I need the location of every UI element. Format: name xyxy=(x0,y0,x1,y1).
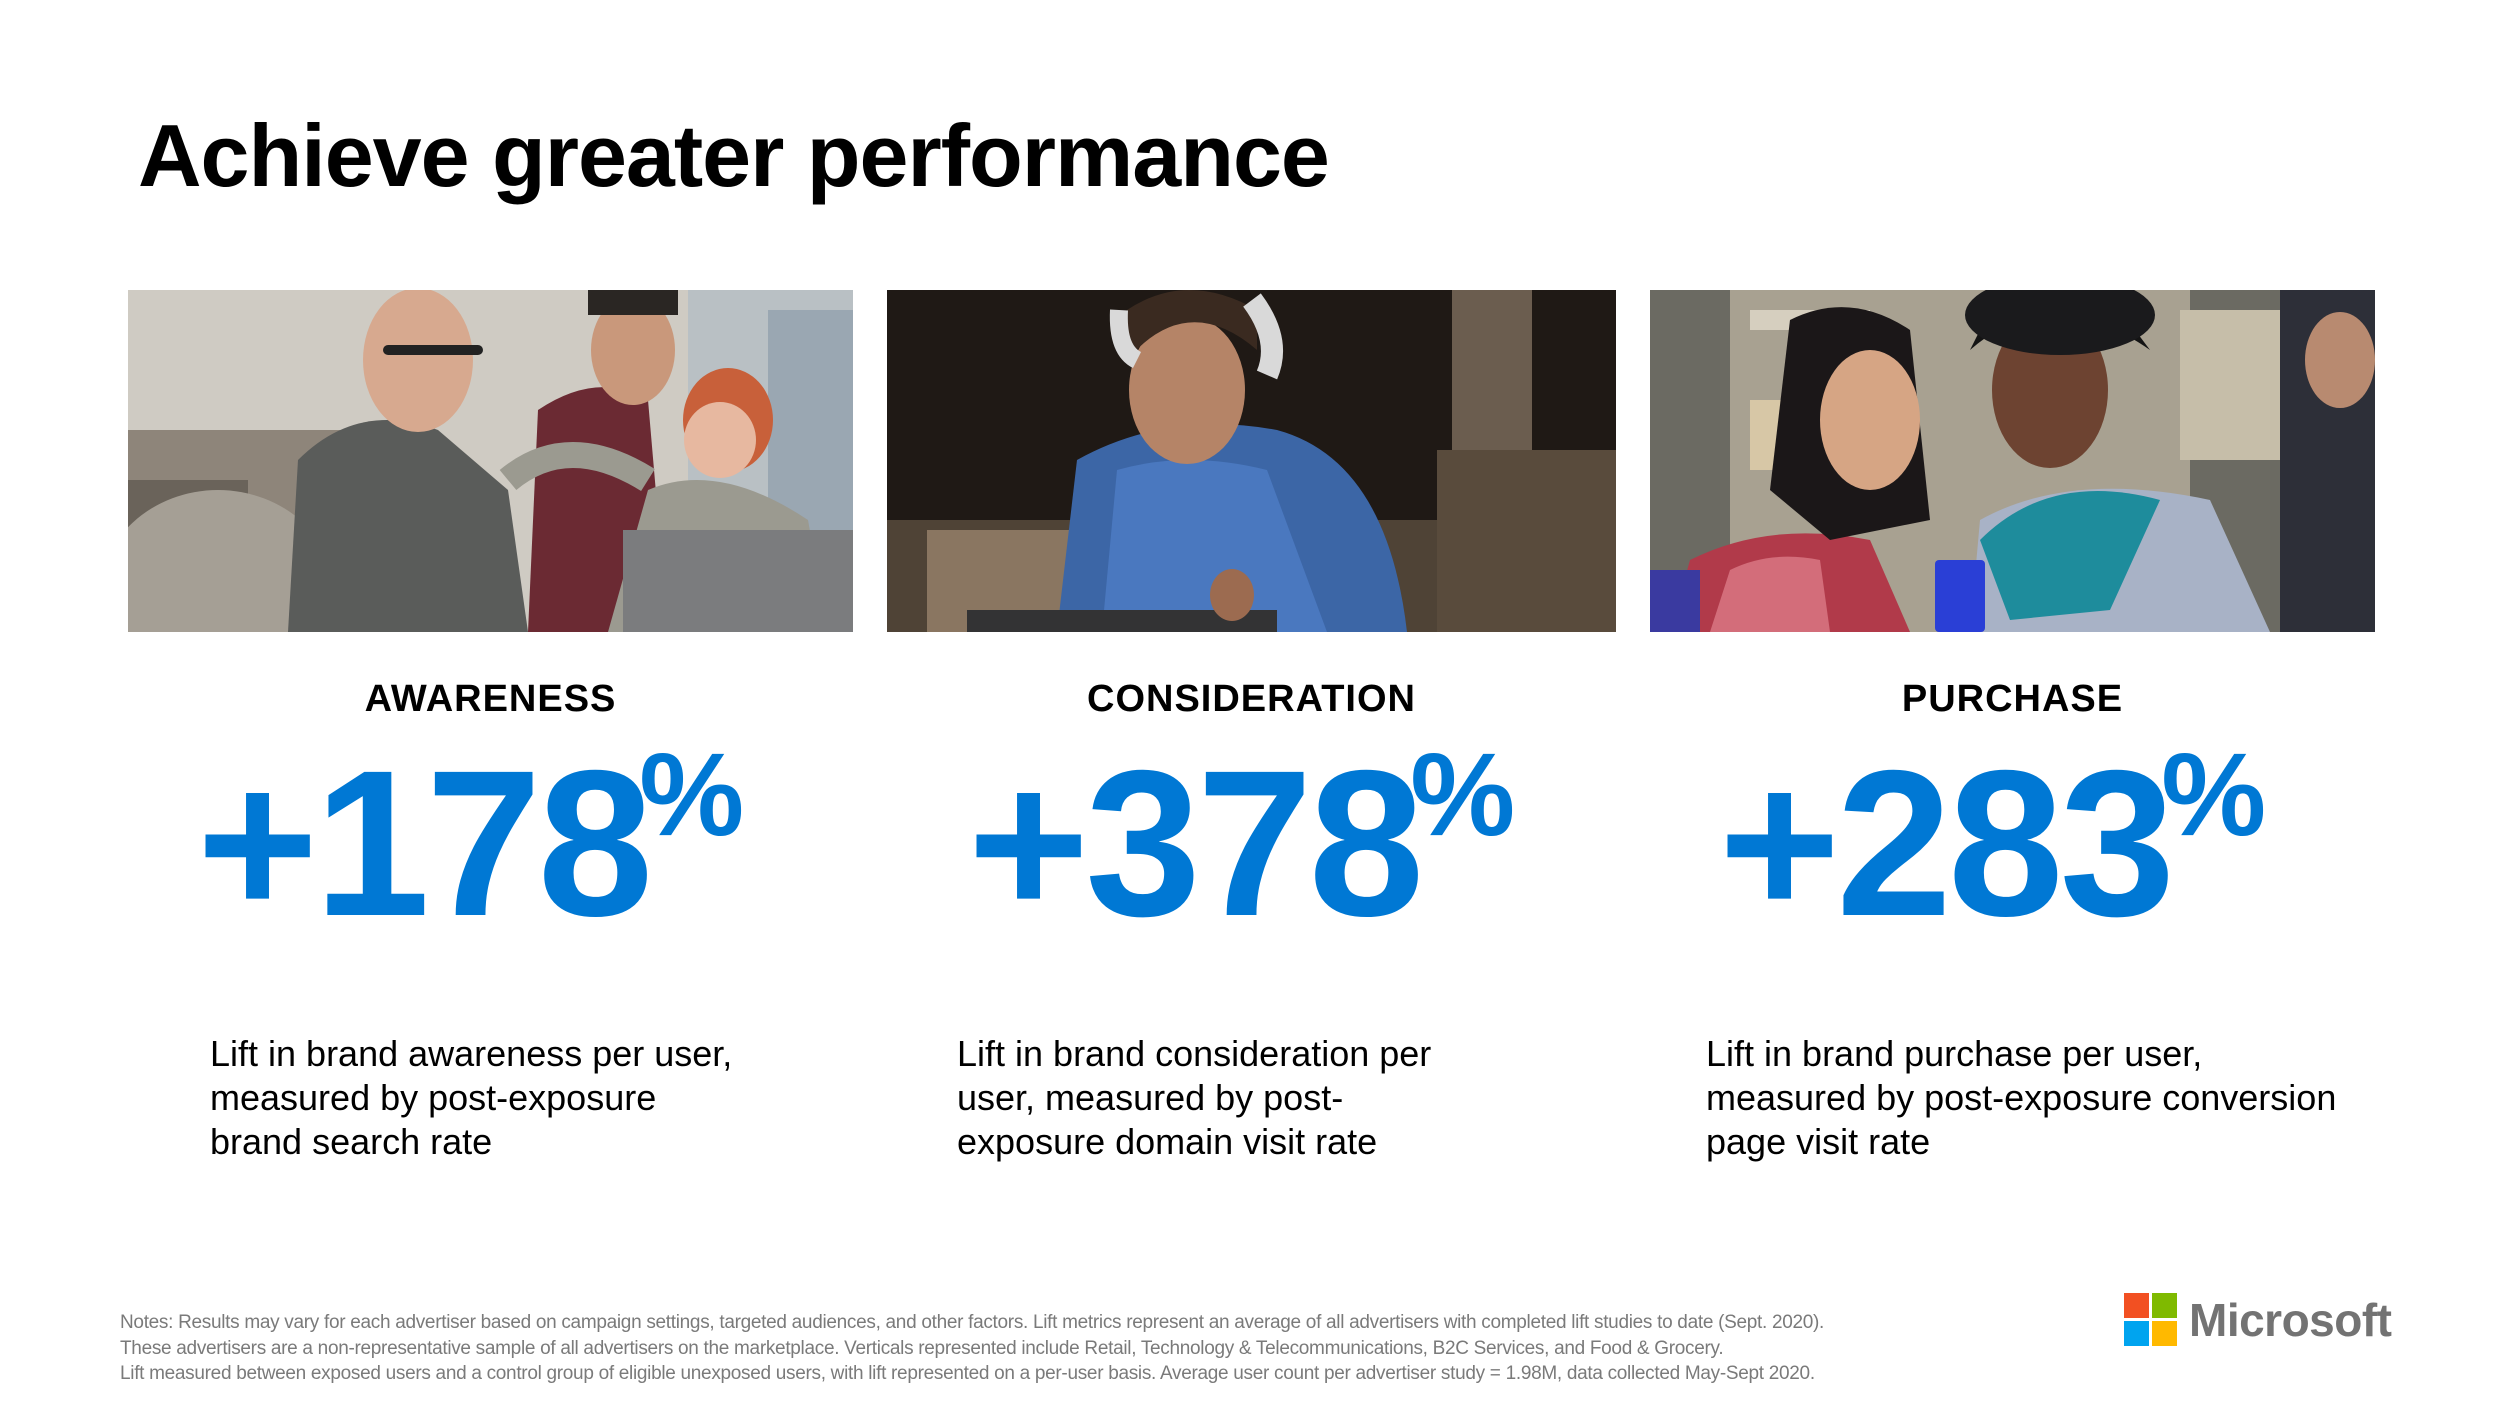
woman-headphones-photo xyxy=(887,290,1616,632)
metric-value: +283% xyxy=(1630,736,2355,948)
description-line: Lift in brand awareness per user, xyxy=(210,1033,733,1074)
footnote-line: Lift measured between exposed users and … xyxy=(120,1363,1815,1384)
logo-wordmark: Microsoft xyxy=(2189,1293,2392,1346)
metric-purchase: PURCHASE +283% Lift in brand purchase pe… xyxy=(1650,680,2375,1180)
description-line: Lift in brand consideration per xyxy=(957,1033,1432,1074)
metric-awareness: AWARENESS +178% Lift in brand awareness … xyxy=(128,680,853,1180)
microsoft-logo: Microsoft xyxy=(2124,1293,2392,1346)
metric-description: Lift in brand awareness per user, measur… xyxy=(210,1032,770,1164)
metric-consideration: CONSIDERATION +378% Lift in brand consid… xyxy=(887,680,1616,1180)
category-label: PURCHASE xyxy=(1901,678,2124,720)
women-phone-photo xyxy=(1650,290,2375,632)
description-line: Lift in brand purchase per user, xyxy=(1706,1033,2203,1074)
metric-value: +178% xyxy=(108,736,833,948)
category-label: AWARENESS xyxy=(364,678,617,720)
metric-value: +378% xyxy=(877,736,1606,948)
metric-number: +178 xyxy=(196,728,654,960)
logo-square-red xyxy=(2124,1293,2149,1318)
logo-square-green xyxy=(2152,1293,2177,1318)
description-line: page visit rate xyxy=(1706,1121,1931,1162)
logo-square-blue xyxy=(2124,1321,2149,1346)
percent-sign: % xyxy=(639,729,745,861)
description-line: brand search rate xyxy=(210,1121,493,1162)
slide-title: Achieve greater performance xyxy=(138,106,1330,205)
metric-number: +378 xyxy=(967,728,1425,960)
percent-sign: % xyxy=(2161,729,2267,861)
percent-sign: % xyxy=(1410,729,1516,861)
category-label: CONSIDERATION xyxy=(1087,678,1416,720)
description-line: measured by post-exposure conversion xyxy=(1706,1077,2337,1118)
metric-description: Lift in brand consideration per user, me… xyxy=(957,1032,1517,1164)
family-laptop-photo xyxy=(128,290,853,632)
metric-number: +283 xyxy=(1718,728,2176,960)
metric-description: Lift in brand purchase per user, measure… xyxy=(1706,1032,2366,1164)
description-line: measured by post-exposure xyxy=(210,1077,657,1118)
footnotes: Notes: Results may vary for each adverti… xyxy=(120,1310,1824,1387)
description-line: user, measured by post- xyxy=(957,1077,1344,1118)
footnote-line: These advertisers are a non-representati… xyxy=(120,1337,1724,1359)
logo-square-yellow xyxy=(2152,1321,2177,1346)
footnote-line: Notes: Results may vary for each adverti… xyxy=(120,1312,1825,1333)
description-line: exposure domain visit rate xyxy=(957,1121,1378,1162)
windows-logo-icon xyxy=(2124,1293,2177,1346)
